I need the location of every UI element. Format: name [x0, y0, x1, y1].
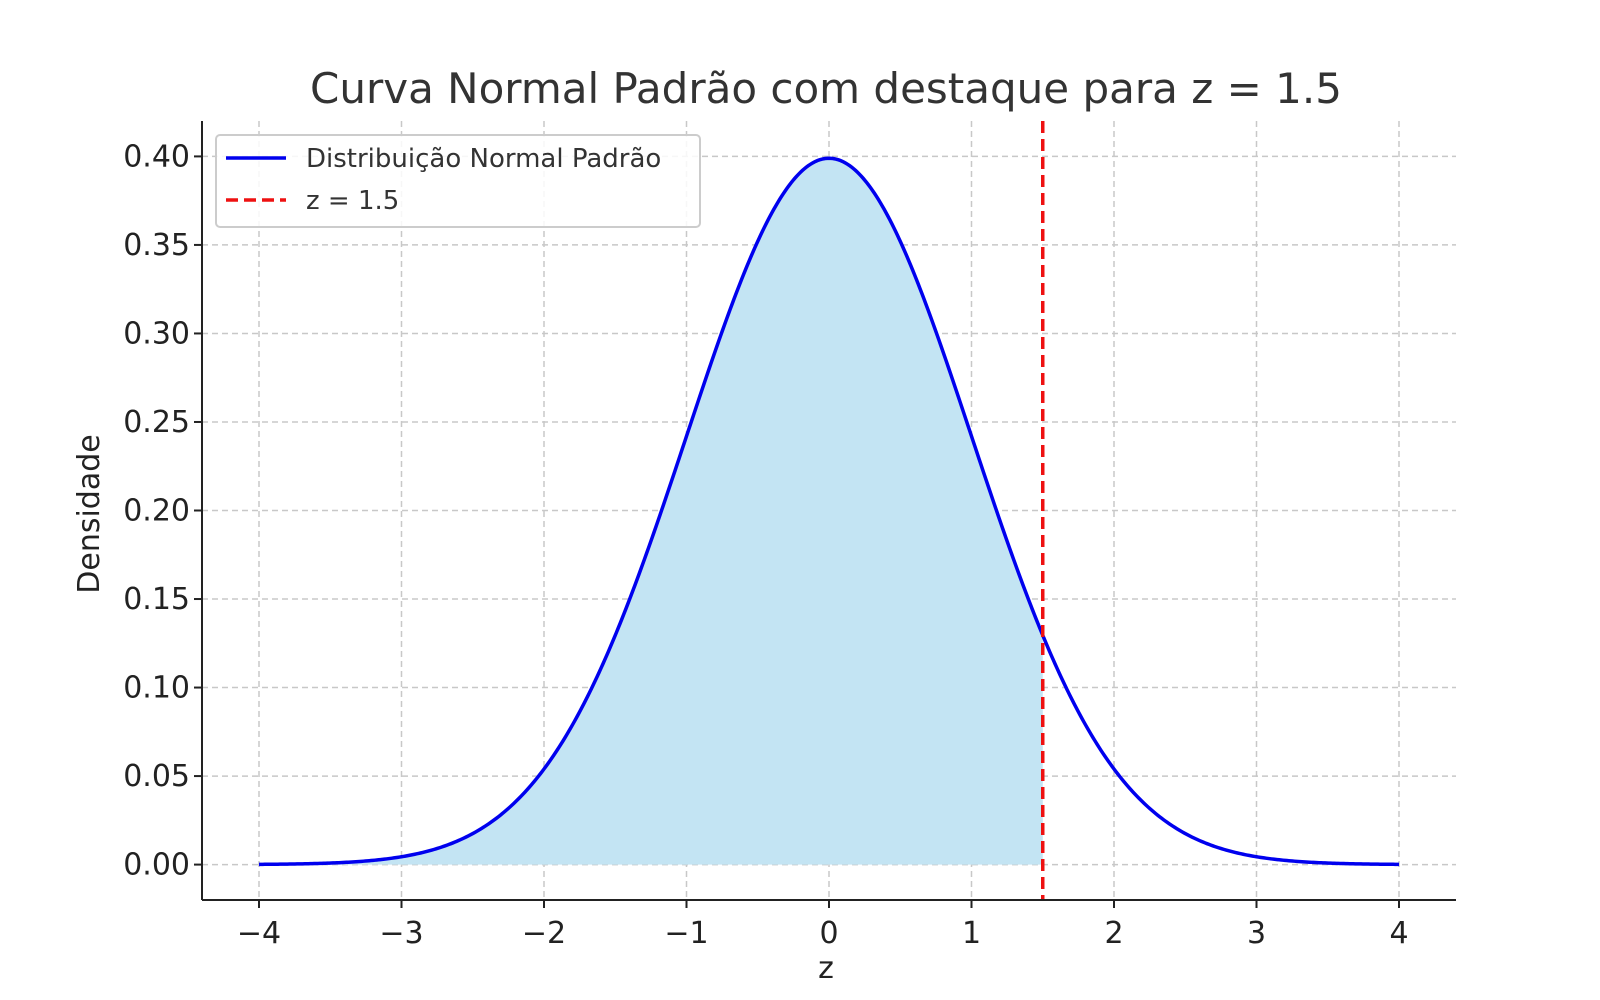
x-tick-label: 3	[1247, 916, 1266, 951]
x-tick-label: 4	[1389, 916, 1408, 951]
legend-label-z-line: z = 1.5	[306, 186, 399, 216]
legend-label-curve: Distribuição Normal Padrão	[306, 144, 661, 174]
x-tick-label: 1	[962, 916, 981, 951]
y-tick-label: 0.25	[123, 405, 190, 440]
grid	[202, 121, 1456, 900]
y-tick-label: 0.00	[123, 848, 190, 883]
x-axis-title: z	[818, 951, 834, 986]
normal-curve-line	[258, 156, 1400, 867]
y-tick-label: 0.15	[123, 582, 190, 617]
chart-title: Curva Normal Padrão com destaque para z …	[310, 64, 1342, 113]
shaded-area	[259, 158, 1043, 865]
y-tick-label: 0.05	[123, 759, 190, 794]
x-tick-label: −1	[664, 916, 708, 951]
y-tick-label: 0.10	[123, 671, 190, 706]
x-ticks: −4 −3 −2 −1 0 1 2 3 4	[237, 900, 1409, 951]
x-tick-label: −3	[379, 916, 423, 951]
y-tick-label: 0.20	[123, 494, 190, 529]
x-tick-label: −2	[522, 916, 566, 951]
legend-box	[215, 134, 701, 228]
y-tick-label: 0.30	[123, 316, 190, 351]
x-tick-label: 2	[1104, 916, 1123, 951]
y-ticks: 0.00 0.05 0.10 0.15 0.20 0.25 0.30 0.35 0.40	[123, 139, 202, 883]
x-tick-label: −4	[237, 916, 281, 951]
y-axis-title: Densidade	[72, 434, 107, 593]
y-tick-label: 0.40	[123, 139, 190, 174]
legend: Distribuição Normal Padrão z = 1.5	[215, 134, 701, 228]
x-tick-label: 0	[819, 916, 838, 951]
y-tick-label: 0.35	[123, 228, 190, 263]
